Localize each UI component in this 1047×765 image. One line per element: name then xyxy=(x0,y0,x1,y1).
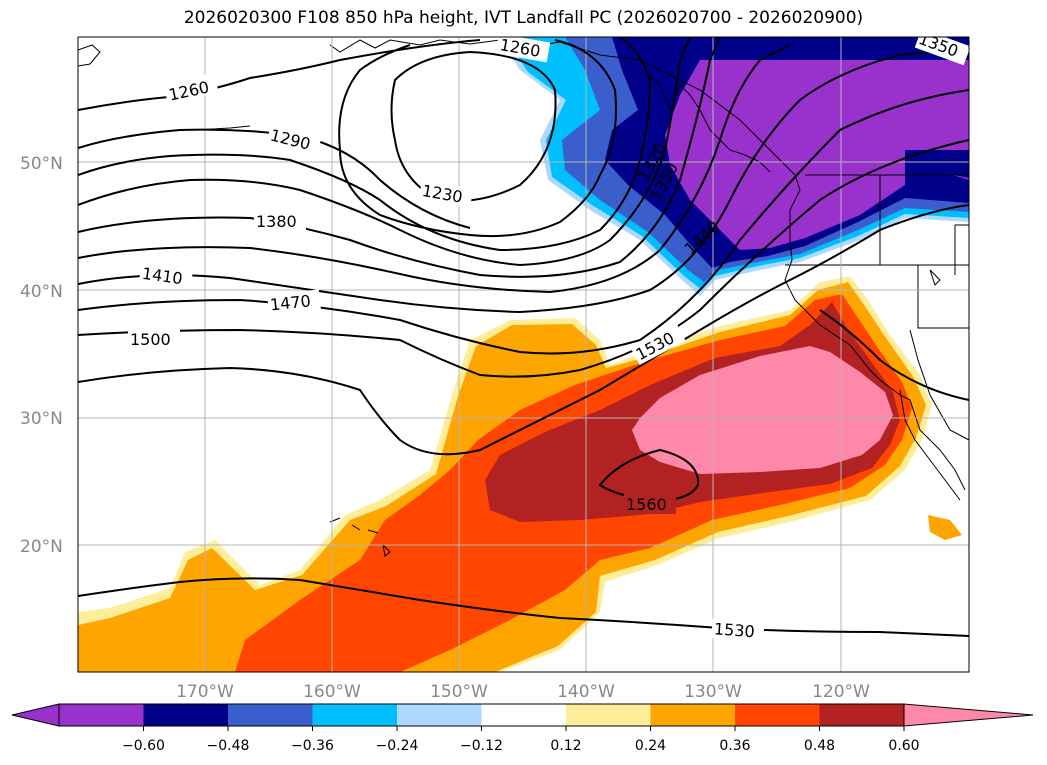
map-frame xyxy=(77,36,970,673)
colorbar-tick-label: −0.48 xyxy=(207,738,250,754)
map-title: 2026020300 F108 850 hPa height, IVT Land… xyxy=(183,8,864,28)
colorbar-seg-cyan xyxy=(312,704,397,726)
contour-labels: 1260 1260 1350 1290 1230 1380 1410 1470 … xyxy=(128,35,969,642)
lat-label-30n: 30°N xyxy=(20,409,63,429)
lon-label-150w: 150°W xyxy=(430,682,488,702)
lon-label-160w: 160°W xyxy=(303,682,361,702)
colorbar-seg-orange xyxy=(650,704,735,726)
colorbar-tick-label: −0.24 xyxy=(376,738,419,754)
lat-label-50n: 50°N xyxy=(20,154,63,174)
colorbar-seg-navy xyxy=(143,704,228,726)
colorbar-seg-firebrick xyxy=(819,704,904,726)
colorbar-seg-purple xyxy=(59,704,144,726)
lon-label-170w: 170°W xyxy=(176,682,234,702)
contour-label-1560: 1560 xyxy=(626,495,667,514)
lat-label-20n: 20°N xyxy=(20,537,63,557)
colorbar-tick-label: 0.48 xyxy=(804,738,835,754)
colorbar-tick-label: 0.12 xyxy=(550,738,581,754)
colorbar-tick-label: 0.60 xyxy=(888,738,919,754)
colorbar-tick-labels: −0.60 −0.48 −0.36 −0.24 −0.12 0.12 0.24 … xyxy=(122,738,920,754)
colorbar-tick-label: 0.24 xyxy=(635,738,666,754)
colorbar-seg-orangered xyxy=(735,704,820,726)
colorbar-tick-label: −0.12 xyxy=(460,738,503,754)
contour-label-1380: 1380 xyxy=(256,212,297,231)
colorbar-ticks xyxy=(143,726,905,731)
lon-label-140w: 140°W xyxy=(557,682,615,702)
shade-navy-inner xyxy=(905,150,969,190)
colorbar-tick-label: −0.60 xyxy=(122,738,165,754)
colorbar-seg-white xyxy=(481,704,566,726)
gridlines xyxy=(78,37,969,672)
contour-label-1530-south: 1530 xyxy=(713,619,755,641)
colorbar-over-arrow xyxy=(903,703,1034,727)
lon-label-130w: 130°W xyxy=(684,682,742,702)
contour-label-1500: 1500 xyxy=(130,330,171,349)
contour-label-1260-north: 1260 xyxy=(498,35,541,61)
shade-orange-baja xyxy=(928,515,962,540)
colorbar: −0.60 −0.48 −0.36 −0.24 −0.12 0.12 0.24 … xyxy=(11,703,1034,754)
lon-label-120w: 120°W xyxy=(812,682,870,702)
lat-label-40n: 40°N xyxy=(20,282,63,302)
colorbar-seg-lightyellow xyxy=(566,704,651,726)
map-area: 1260 1260 1350 1290 1230 1380 1410 1470 … xyxy=(78,35,969,672)
positive-ivt-region xyxy=(78,276,962,672)
latitude-labels: 50°N 40°N 30°N 20°N xyxy=(20,154,63,557)
contour-label-1470: 1470 xyxy=(269,291,311,314)
colorbar-tick-label: 0.36 xyxy=(719,738,750,754)
shade-pink xyxy=(632,346,893,474)
longitude-labels: 170°W 160°W 150°W 140°W 130°W 120°W xyxy=(176,682,870,702)
colorbar-seg-royal xyxy=(228,704,313,726)
colorbar-tick-label: −0.36 xyxy=(291,738,334,754)
colorbar-seg-lightblue xyxy=(397,704,482,726)
colorbar-under-arrow xyxy=(11,703,60,727)
